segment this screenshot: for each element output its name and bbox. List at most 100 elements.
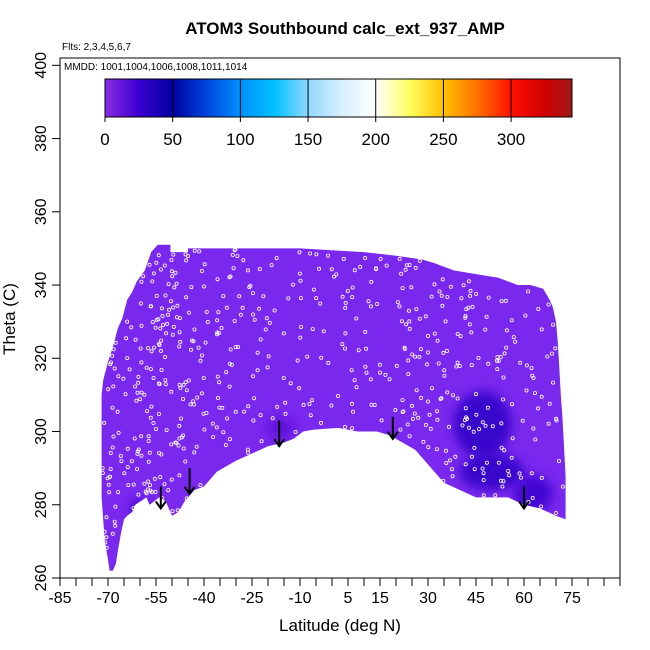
sample-point (481, 478, 486, 483)
sample-point (343, 331, 348, 336)
sample-point (334, 272, 339, 277)
sample-point (126, 483, 131, 488)
sample-point (214, 425, 219, 430)
sample-point (413, 354, 418, 359)
sample-point (536, 306, 541, 311)
sample-point (363, 255, 368, 260)
sample-point (188, 347, 193, 352)
sample-point (227, 384, 232, 389)
sample-point (261, 294, 266, 299)
sample-point (311, 287, 316, 292)
sample-point (146, 438, 151, 443)
sample-point (461, 283, 466, 288)
sample-point (274, 256, 279, 261)
sample-point (518, 475, 523, 480)
sample-point (377, 370, 382, 375)
arrow-head (518, 500, 530, 511)
sample-point (111, 434, 116, 439)
sample-point (255, 368, 260, 373)
sample-point (156, 317, 161, 322)
sample-point (298, 278, 303, 283)
sample-point (272, 308, 277, 313)
sample-point (407, 262, 412, 267)
sample-point (450, 474, 455, 479)
sample-point (499, 445, 504, 450)
sample-point (170, 509, 175, 514)
sample-point (113, 340, 118, 345)
sample-point (530, 373, 535, 378)
sample-point (245, 268, 250, 273)
sample-point (469, 330, 474, 335)
sample-point (440, 303, 445, 308)
sample-point (509, 402, 514, 407)
sample-point (460, 423, 465, 428)
sample-point (387, 377, 392, 382)
sample-point (133, 384, 138, 389)
sample-point (201, 375, 206, 380)
sample-point (443, 448, 448, 453)
sample-point (151, 375, 156, 380)
sample-point (146, 459, 151, 464)
sample-point (470, 304, 475, 309)
sample-point (480, 466, 485, 471)
colorbar-tick-label: 0 (100, 130, 109, 149)
tropopause-arrow (183, 468, 196, 496)
sample-point (455, 331, 460, 336)
sample-point (237, 294, 242, 299)
sample-point (157, 342, 162, 347)
sample-point (301, 402, 306, 407)
sample-point (230, 252, 235, 257)
sample-point (252, 317, 257, 322)
sample-point (413, 265, 418, 270)
sample-point (349, 368, 354, 373)
sample-point (173, 270, 178, 275)
sample-point (463, 406, 468, 411)
sample-point (394, 363, 399, 368)
sample-point (178, 416, 183, 421)
sample-point (265, 365, 270, 370)
sample-point (133, 337, 138, 342)
sample-point (176, 443, 181, 448)
sample-point (192, 450, 197, 455)
sample-point (201, 284, 206, 289)
sample-point (441, 350, 446, 355)
sample-point (342, 346, 347, 351)
sample-point (529, 471, 534, 476)
sample-point (197, 249, 202, 254)
sample-point (379, 418, 384, 423)
sample-point (539, 394, 544, 399)
sample-point (110, 445, 115, 450)
sample-point (483, 423, 488, 428)
sample-point (175, 508, 180, 513)
sample-point (135, 390, 140, 395)
sample-point (466, 279, 471, 284)
sample-point (169, 269, 174, 274)
dark-region (514, 475, 553, 513)
sample-point (501, 479, 506, 484)
sample-point (110, 353, 115, 358)
sample-point (121, 376, 126, 381)
field-area (101, 244, 566, 571)
sample-point (417, 354, 422, 359)
sample-point (153, 426, 158, 431)
sample-point (203, 340, 208, 345)
sample-point (184, 258, 189, 263)
sample-point (106, 482, 111, 487)
sample-point (434, 447, 439, 452)
sample-point (135, 467, 140, 472)
sample-point (194, 444, 199, 449)
sample-point (175, 303, 180, 308)
sample-point (474, 291, 479, 296)
sample-point (147, 262, 152, 267)
sample-point (183, 252, 188, 257)
sample-point (266, 354, 271, 359)
sample-point (445, 294, 450, 299)
sample-point (100, 466, 105, 471)
sample-point (486, 361, 491, 366)
sample-point (186, 310, 191, 315)
sample-point (476, 355, 481, 360)
sample-point (113, 504, 118, 509)
flights-annotation: Flts: 2,3,4,5,6,7 (62, 42, 131, 53)
sample-point (321, 329, 326, 334)
x-tick-label: 60 (515, 590, 533, 607)
